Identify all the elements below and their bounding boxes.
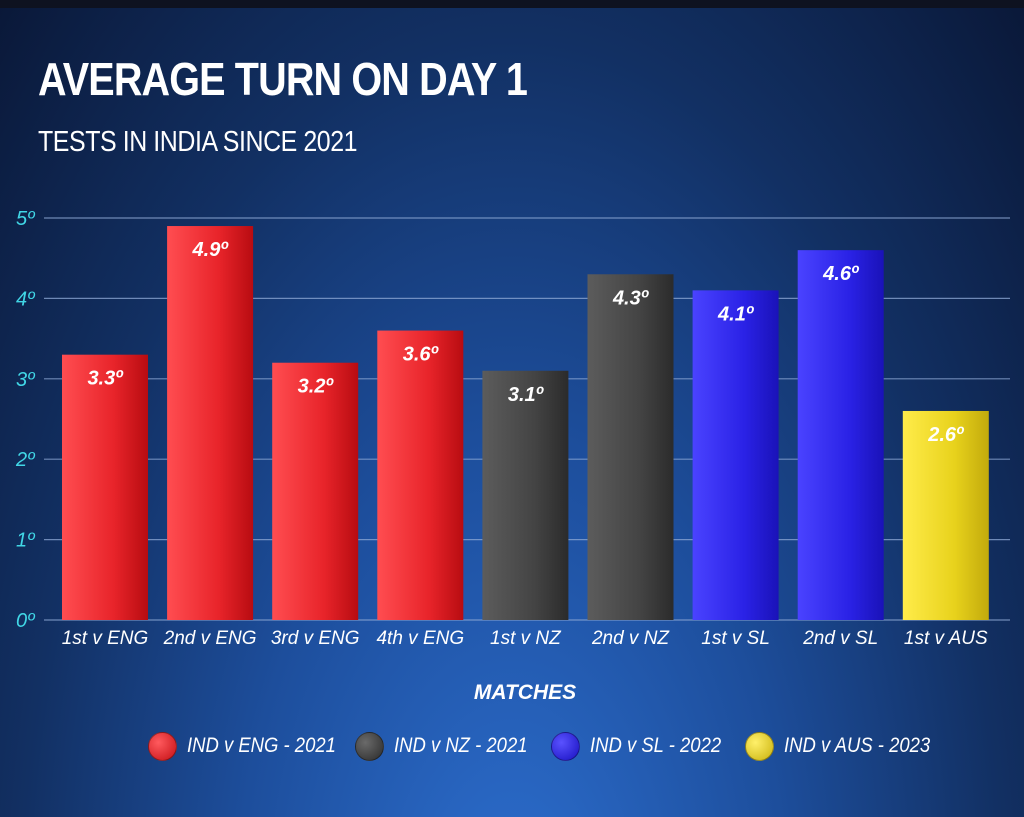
legend-label: IND v NZ - 2021 [394, 734, 528, 757]
legend-swatch [355, 731, 384, 761]
x-tick-label: 2nd v ENG [163, 628, 257, 649]
bar-value-label: 3.2º [298, 376, 335, 398]
legend-item-eng: IND v ENG - 2021 [148, 728, 356, 764]
x-tick-label: 2nd v SL [802, 628, 878, 649]
x-tick-label: 1st v NZ [490, 628, 562, 649]
y-tick-label: 0º [16, 610, 36, 632]
bar [692, 290, 779, 620]
bar-value-label: 4.3º [612, 287, 650, 309]
legend-label: IND v ENG - 2021 [187, 734, 336, 757]
x-tick-label: 1st v SL [701, 628, 770, 649]
x-axis-label: MATCHES [474, 681, 576, 704]
legend-swatch [551, 731, 580, 761]
legend: IND v ENG - 2021 IND v NZ - 2021 IND v S… [0, 728, 1024, 764]
bar [377, 330, 464, 620]
x-tick-label: 4th v ENG [376, 628, 464, 649]
bar-value-label: 4.9º [192, 239, 230, 261]
x-tick-label: 3rd v ENG [271, 628, 360, 649]
bar-value-label: 2.6º [927, 424, 965, 446]
legend-item-sl: IND v SL - 2022 [551, 728, 739, 764]
legend-label: IND v AUS - 2023 [784, 734, 931, 757]
x-tick-label: 2nd v NZ [591, 628, 670, 649]
chart-title: AVERAGE TURN ON DAY 1 [38, 53, 528, 105]
legend-item-aus: IND v AUS - 2023 [745, 728, 950, 764]
bar [62, 354, 148, 620]
bar-value-label: 3.1º [508, 384, 545, 406]
bar-value-label: 4.6º [822, 263, 860, 285]
legend-swatch [745, 731, 774, 761]
y-tick-label: 2º [15, 449, 36, 471]
bar-value-label: 4.1º [717, 303, 755, 325]
bar [902, 410, 989, 620]
legend-label: IND v SL - 2022 [590, 734, 722, 757]
chart-subtitle: TESTS IN INDIA SINCE 2021 [38, 126, 358, 158]
legend-item-nz: IND v NZ - 2021 [355, 728, 546, 764]
data-labels: 3.3º 4.9º 3.2º 3.6º 3.1º 4.3º 4.1º 4.6º 2.6º [87, 239, 965, 446]
bars [62, 226, 989, 621]
bar [482, 370, 569, 620]
bar [272, 362, 359, 620]
x-axis-ticks: 1st v ENG 2nd v ENG 3rd v ENG 4th v ENG 1st … [62, 628, 988, 649]
top-border [0, 0, 1024, 8]
x-tick-label: 1st v ENG [62, 628, 149, 649]
legend-swatch [148, 731, 177, 761]
bar [797, 250, 884, 620]
bar [587, 274, 674, 620]
bar-value-label: 3.6º [403, 344, 440, 366]
y-tick-label: 4º [16, 288, 36, 310]
y-tick-label: 3º [16, 369, 36, 391]
y-axis-ticks: 0º 1º 2º 3º 4º 5º [15, 208, 36, 632]
bar [167, 226, 254, 621]
y-tick-label: 5º [16, 208, 36, 230]
y-tick-label: 1º [16, 530, 36, 552]
x-tick-label: 1st v AUS [904, 628, 988, 649]
bar-value-label: 3.3º [87, 368, 124, 390]
